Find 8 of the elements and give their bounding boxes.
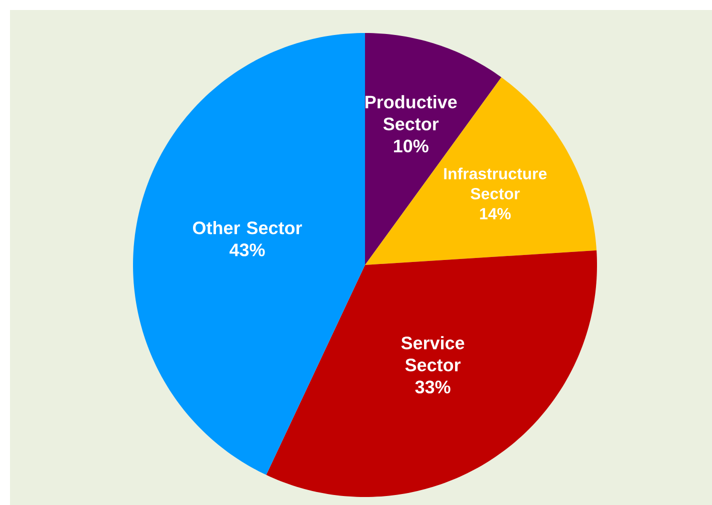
data-label: 43% <box>230 244 265 256</box>
slice-label: Service Sector <box>401 336 464 372</box>
data-label: 33% <box>415 380 450 394</box>
data-label: 14% <box>480 208 511 220</box>
slice-label: Productive Sector <box>366 95 457 130</box>
data-label: 10% <box>394 140 428 152</box>
slice-label: Infrastructure Sector <box>444 168 547 200</box>
slice-label: Other Sector <box>192 221 302 234</box>
